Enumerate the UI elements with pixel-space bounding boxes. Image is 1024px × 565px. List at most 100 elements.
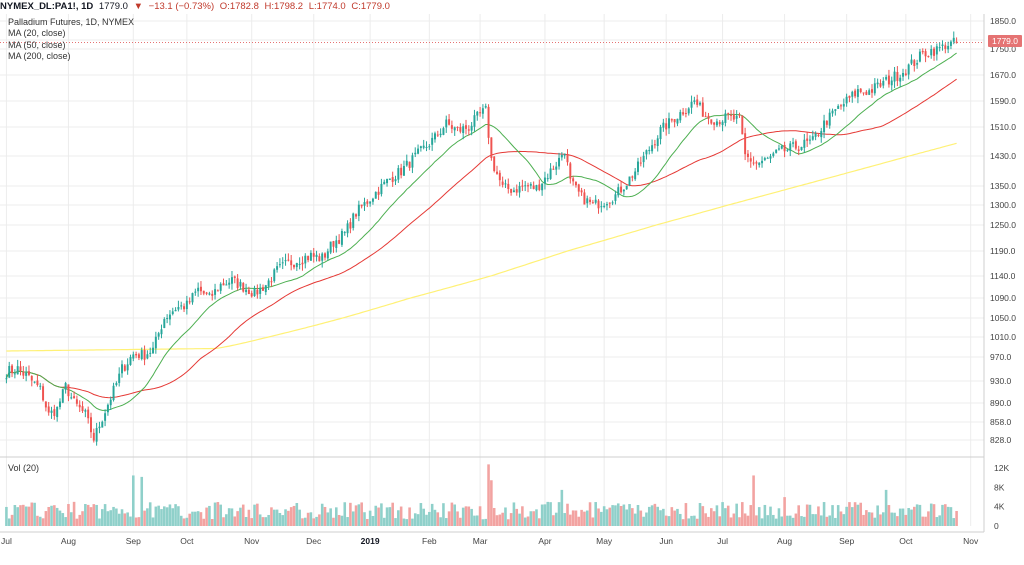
candle-body [467, 129, 470, 131]
legend-ma20[interactable]: MA (20, close) [8, 28, 66, 39]
volume-bar [571, 510, 575, 526]
candle-body [625, 185, 628, 190]
candle-body [552, 168, 555, 170]
candle-body [222, 283, 225, 286]
legend-ma200[interactable]: MA (200, close) [8, 50, 71, 61]
volume-legend[interactable]: Vol (20) [8, 463, 40, 473]
candle-body [180, 305, 183, 307]
volume-bar [205, 507, 208, 526]
volume-bar [89, 507, 93, 526]
volume-bar [842, 514, 846, 526]
volume-bar [484, 518, 488, 526]
candle-body [913, 60, 916, 66]
candle-body [73, 396, 76, 399]
volume-bar [560, 489, 564, 526]
volume-bar [808, 504, 812, 526]
volume-bar [439, 517, 442, 526]
price-tick-label: 858.0 [990, 417, 1012, 427]
volume-bar [284, 509, 287, 526]
candle-body [388, 178, 391, 180]
chart-title[interactable]: Palladium Futures, 1D, NYMEX [8, 17, 135, 27]
candle-body [628, 176, 631, 186]
volume-bar [836, 505, 840, 526]
candle-body [693, 100, 696, 102]
volume-bar [335, 507, 338, 526]
volume-bar [938, 515, 941, 526]
candle-body [473, 115, 476, 127]
candle-body [746, 153, 749, 158]
volume-bar [904, 514, 908, 526]
candle-body [476, 111, 479, 116]
candle-body [896, 72, 899, 81]
candle-body [738, 114, 741, 116]
candle-body [264, 285, 267, 293]
volume-bar [177, 506, 180, 526]
symbol-name[interactable]: NYMEX_DL:PA1!, 1D [0, 1, 94, 12]
price-chart[interactable]: 1850.01790.01750.01670.01590.01510.01430… [0, 14, 1024, 565]
candle-body [146, 354, 149, 359]
candle-body [572, 178, 575, 182]
volume-bar [241, 504, 245, 526]
candle-body [442, 128, 445, 135]
volume-bar [413, 513, 417, 526]
candle-body [408, 161, 411, 168]
volume-bar [103, 504, 107, 526]
candle-body [456, 126, 459, 128]
volume-bar [591, 517, 595, 526]
time-tick-label: Sep [126, 536, 141, 546]
candle-body [648, 149, 651, 152]
volume-bar [848, 502, 851, 526]
candle-body [84, 410, 87, 412]
volume-bar [684, 503, 688, 526]
volume-bar [797, 505, 800, 526]
volume-bar [695, 518, 699, 526]
candle-body [405, 160, 408, 166]
candle-body [19, 366, 22, 371]
candle-body [769, 156, 772, 159]
candle-body [211, 293, 214, 296]
candle-body [507, 183, 510, 190]
candle-body [25, 372, 28, 376]
volume-bar [504, 507, 507, 526]
candle-body [634, 171, 637, 180]
volume-bar [354, 505, 358, 526]
candle-body [538, 184, 541, 190]
volume-bar [100, 509, 104, 526]
volume-bar [33, 502, 36, 526]
candle-body [676, 118, 679, 124]
volume-bar [436, 512, 440, 526]
candle-body [631, 176, 634, 178]
candle-body [78, 404, 81, 408]
volume-bar [219, 504, 222, 526]
candle-body [166, 318, 169, 320]
candle-body [792, 142, 795, 144]
volume-bar [188, 513, 191, 526]
volume-bar [191, 511, 194, 526]
volume-bar [944, 504, 947, 526]
legend-ma50[interactable]: MA (50, close) [8, 39, 66, 50]
volume-bar [140, 476, 144, 526]
volume-bar [755, 515, 758, 526]
candle-body [397, 168, 400, 180]
volume-bar [210, 519, 214, 526]
candle-body [639, 162, 642, 164]
volume-bar [893, 512, 896, 526]
candle-body [707, 115, 710, 119]
volume-bar [791, 517, 795, 526]
candle-body [64, 383, 67, 390]
time-tick-label: Nov [244, 536, 260, 546]
volume-bar [574, 510, 578, 526]
candle-body [191, 293, 194, 303]
volume-bar [132, 475, 135, 526]
candle-body [546, 178, 549, 180]
volume-bar [332, 517, 335, 526]
candle-body [33, 381, 36, 383]
volume-bar [340, 515, 344, 526]
candle-body [363, 202, 366, 206]
volume-tick-label: 12K [994, 463, 1009, 473]
time-tick-label: Dec [306, 536, 322, 546]
volume-bar [811, 514, 815, 526]
candle-body [39, 385, 42, 387]
volume-bar [216, 502, 220, 526]
candle-body [270, 281, 273, 283]
